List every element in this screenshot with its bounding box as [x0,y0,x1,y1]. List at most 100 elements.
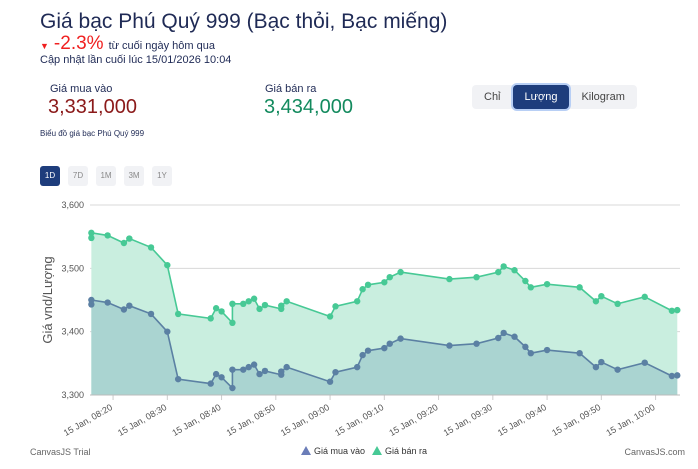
sell-point [353,298,361,305]
x-tick-label: 15 Jan, 09:30 [442,402,494,438]
sell-point [174,310,182,318]
x-tick-label: 15 Jan, 09:40 [496,402,548,438]
sell-point [364,281,372,288]
x-tick-label: 15 Jan, 08:40 [170,402,222,438]
buy-point [104,299,111,306]
sell-point [473,274,480,281]
buy-point [326,378,334,385]
sell-point [397,268,404,276]
y-tick-label: 3,300 [61,390,84,400]
buy-point [229,384,236,392]
legend-sell-triangle-icon[interactable] [372,446,382,455]
sell-point [674,306,681,314]
change-percent: -2.3% [53,33,104,54]
buy-label: Giá mua vào [50,83,113,95]
range-1y-button[interactable]: 1Y [152,166,172,186]
page-title: Giá bạc Phú Quý 999 (Bạc thỏi, Bạc miếng… [40,10,448,33]
x-tick-label: 15 Jan, 09:00 [279,402,331,438]
range-7d-button[interactable]: 7D [68,166,88,186]
sell-point [446,275,453,283]
last-updated: Cập nhật lần cuối lúc 15/01/2026 10:04 [40,54,232,66]
buy-value: 3,331,000 [48,96,137,118]
sell-point [218,308,225,315]
unit-selector: Chỉ Lượng Kilogram [472,85,637,109]
buy-point [397,335,404,342]
y-tick-label: 3,500 [61,263,84,273]
sell-point [283,298,290,305]
buy-point [381,344,388,352]
sell-point [527,284,535,291]
buy-point [543,346,551,354]
buy-point [522,343,529,351]
sell-point [576,284,583,291]
x-tick-label: 15 Jan, 09:50 [550,402,602,438]
sell-point [240,300,247,307]
sell-point [229,300,236,307]
sell-point [250,295,258,302]
buy-point [250,361,258,368]
y-tick-label: 3,600 [61,200,84,210]
sell-point [278,302,285,309]
unit-luong-button[interactable]: Lượng [512,85,570,109]
sell-point [522,277,529,285]
sell-point [386,274,393,281]
legend-sell-label[interactable]: Giá bán ra [385,446,427,456]
range-selector: 1D 7D 1M 3M 1Y [40,166,172,186]
buy-point [218,374,225,381]
buy-point [207,380,214,387]
buy-point [88,301,95,308]
buy-point [592,363,600,371]
buy-point [668,372,676,380]
legend-buy-triangle-icon[interactable] [301,446,311,455]
range-1d-button[interactable]: 1D [40,166,60,186]
y-axis-label: Giá vnd/Lượng [40,256,55,343]
sell-point [261,301,269,309]
legend: Giá mua vào Giá bán ra [301,446,427,456]
sell-point [500,263,507,270]
sell-value: 3,434,000 [264,96,353,118]
buy-point [364,347,372,354]
buy-point [614,366,621,373]
buy-area [91,300,678,395]
sell-point [543,280,551,288]
buy-point [245,363,252,371]
sell-point [164,261,171,269]
buy-point [641,359,648,366]
sell-point [614,300,621,307]
buy-point [527,350,535,357]
buy-point [598,358,605,366]
buy-point [174,375,182,383]
sell-point [641,293,648,301]
canvasjs-trial-text: CanvasJS Trial [30,447,91,457]
buy-point [511,333,518,340]
sell-point [88,234,95,242]
buy-point [120,306,128,313]
buy-point [283,363,290,371]
buy-point [164,328,171,335]
sell-point [229,319,236,326]
sell-point [207,315,214,322]
x-tick-label: 15 Jan, 09:10 [333,402,385,438]
sell-point [381,279,388,286]
buy-point [446,342,453,349]
sell-point [495,268,502,276]
sell-point [212,305,220,312]
sell-point [120,239,128,247]
unit-kilogram-button[interactable]: Kilogram [581,91,625,103]
range-1m-button[interactable]: 1M [96,166,116,186]
buy-point [229,366,236,373]
unit-chi-button[interactable]: Chỉ [484,91,501,103]
sell-point [88,229,95,237]
sell-point [668,307,676,314]
sell-point [104,232,111,239]
buy-point [256,370,263,378]
legend-buy-label[interactable]: Giá mua vào [314,446,365,456]
buy-point [576,350,583,357]
x-tick-label: 15 Jan, 08:20 [62,402,114,438]
range-3m-button[interactable]: 3M [124,166,144,186]
buy-point [278,368,285,375]
down-arrow-icon: ▼ [40,41,49,51]
canvasjs-link[interactable]: CanvasJS.com [624,447,685,457]
sell-point [511,267,518,274]
